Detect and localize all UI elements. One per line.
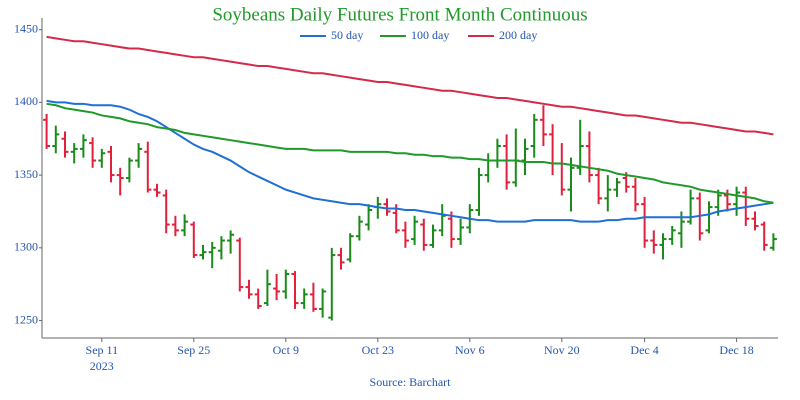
legend-label: 200 day (499, 28, 537, 42)
ma-line (46, 99, 774, 223)
chart-title: Soybeans Daily Futures Front Month Conti… (212, 4, 587, 25)
y-tick-label: 1400 (14, 94, 38, 108)
x-tick-label: Sep 11 (86, 343, 119, 357)
x-tick-label: Nov 6 (455, 343, 485, 357)
y-tick-label: 1350 (14, 167, 38, 181)
ma-line (46, 102, 774, 204)
x-tick-label: Dec 18 (719, 343, 753, 357)
source-note: Source: Barchart (370, 375, 452, 389)
x-tick-label: Oct 23 (362, 343, 394, 357)
x-tick-label: Sep 25 (177, 343, 210, 357)
x-tick-label: Oct 9 (273, 343, 299, 357)
legend-label: 100 day (411, 28, 449, 42)
y-tick-label: 1450 (14, 21, 38, 35)
legend-label: 50 day (331, 28, 363, 42)
x-tick-label: Nov 20 (544, 343, 580, 357)
x-tick-label: Dec 4 (630, 343, 658, 357)
ma-line (46, 35, 774, 136)
x-sublabel: 2023 (90, 359, 114, 373)
y-tick-label: 1250 (14, 312, 38, 326)
y-tick-label: 1300 (14, 240, 38, 254)
